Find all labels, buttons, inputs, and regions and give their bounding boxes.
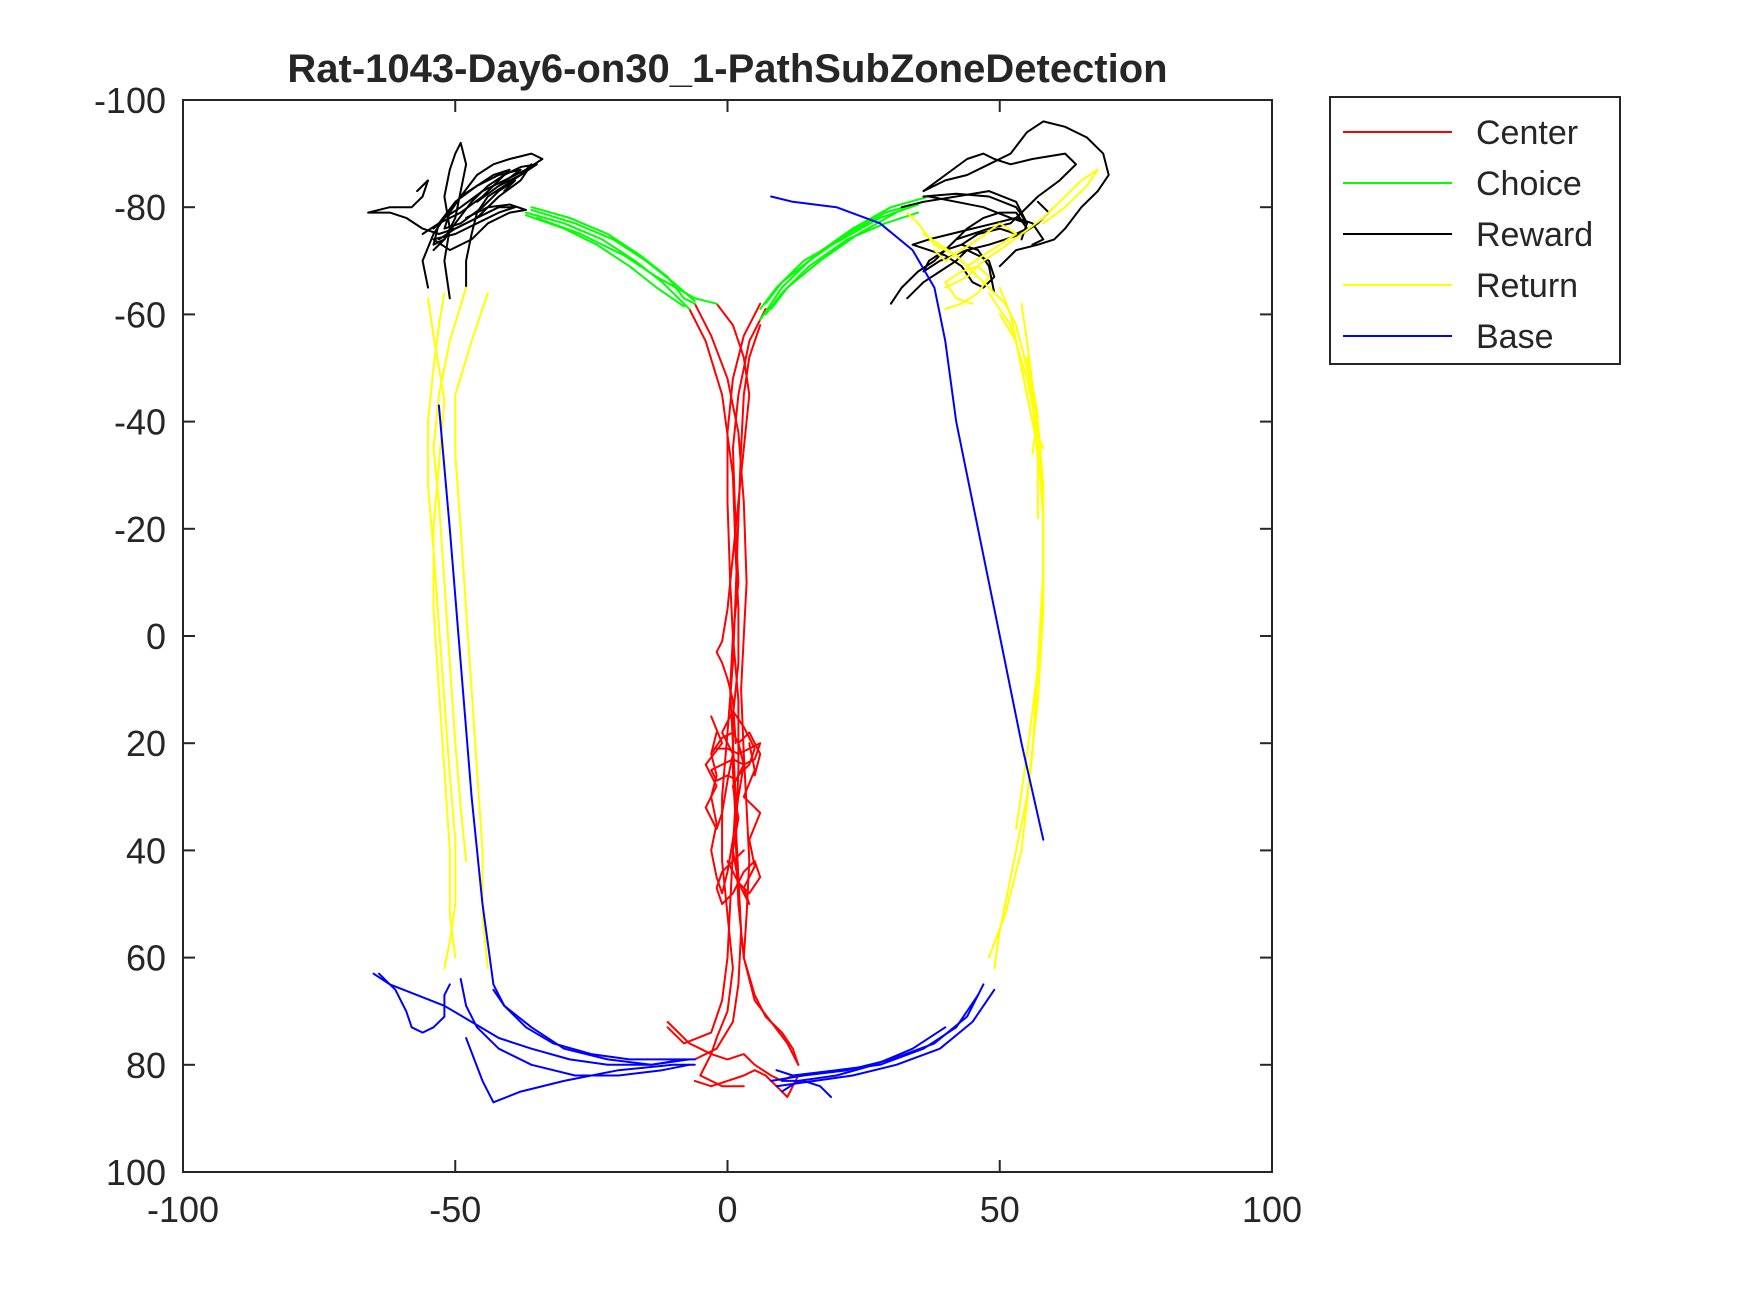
center-path [699,324,762,1088]
y-tick-label: 0 [146,616,166,657]
center-path [710,742,762,782]
base-path [372,972,691,1066]
x-tick-label: 0 [717,1189,737,1230]
axes-box [183,100,1272,1172]
center-path [710,731,745,895]
legend-item-reward: Reward [1343,216,1593,254]
base-path [492,988,685,1066]
legend-item-base: Base [1343,318,1554,356]
legend-item-choice: Choice [1343,165,1582,203]
choice-path [525,211,691,310]
base-path [378,972,451,1034]
return-path [432,286,468,863]
base-path [465,1037,696,1104]
y-tick-label: -20 [114,509,166,550]
series-layer [367,120,1110,1104]
base-path [770,983,985,1082]
legend-label: Reward [1476,216,1593,254]
x-tick-label: -100 [147,1189,219,1230]
base-path [770,195,1045,841]
reward-path [906,216,1045,300]
return-path [944,265,990,310]
base-path [775,988,996,1088]
center-path [693,1069,800,1098]
reward-path [421,168,517,235]
reward-path [922,192,1028,225]
choice-path [535,216,718,305]
reward-path [432,141,522,300]
x-axis: -100 -50 0 50 100 [147,100,1302,1230]
y-tick-label: -60 [114,294,166,335]
y-tick-label: 80 [126,1045,166,1086]
base-path [775,994,979,1077]
legend-label: Return [1476,267,1578,305]
y-tick-label: 60 [126,938,166,979]
return-path [454,292,489,970]
center-path [666,1020,794,1082]
chart-title: Rat-1043-Day6-on30_1-PathSubZoneDetectio… [287,47,1167,91]
choice-path [770,211,898,310]
reward-path [432,203,527,252]
legend-item-return: Return [1343,267,1578,305]
series-base [372,195,1045,1104]
center-path [704,710,756,830]
legend-item-center: Center [1343,114,1578,152]
x-tick-label: 100 [1242,1189,1302,1230]
y-tick-label: -80 [114,187,166,228]
y-tick-label: -100 [94,80,166,121]
choice-path [530,206,696,305]
center-path [715,849,762,905]
return-path [922,222,1018,268]
center-path [666,308,767,1045]
series-center [666,302,800,1098]
legend: Center Choice Reward Return Base [1329,96,1621,365]
y-tick-label: 100 [106,1152,166,1193]
choice-path [530,208,696,302]
return-path [427,297,457,959]
plot-area: -100 -50 0 50 100 -100 -80 -60 -40 -20 0 20 40 60 80 1… [94,80,1302,1230]
base-path [459,978,691,1077]
series-return [427,168,1099,970]
series-choice [525,195,930,321]
legend-label: Choice [1476,165,1582,203]
base-path [781,1079,832,1098]
return-path [427,292,457,970]
choice-path [764,200,925,305]
x-tick-label: -50 [429,1189,481,1230]
return-path [944,168,1099,289]
y-tick-label: 20 [126,723,166,764]
y-tick-label: -40 [114,402,166,443]
choice-path [759,195,930,321]
return-path [1026,356,1039,520]
legend-box [1329,96,1621,365]
y-axis: -100 -80 -60 -40 -20 0 20 40 60 80 100 [94,80,1272,1193]
legend-label: Base [1476,318,1554,356]
reward-path [889,120,1110,305]
legend-items: Center Choice Reward Return Base [1343,114,1593,356]
y-tick-label: 40 [126,830,166,871]
choice-path [764,211,920,316]
reward-path [432,163,538,252]
center-path [726,302,800,1066]
base-path [781,1026,947,1093]
x-tick-label: 50 [980,1189,1020,1230]
legend-label: Center [1476,114,1578,152]
